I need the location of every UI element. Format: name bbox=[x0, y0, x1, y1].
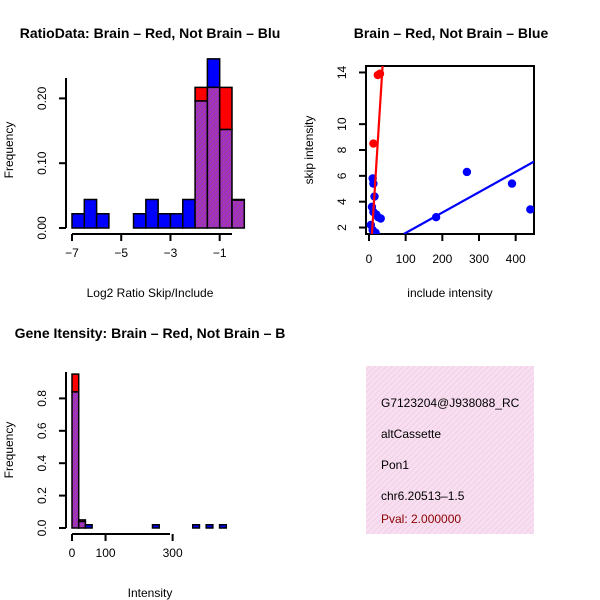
info-location: chr6.20513–1.5 bbox=[381, 489, 465, 503]
intensity-histogram-y-tick-label: 0.2 bbox=[35, 487, 49, 504]
intensity-histogram-panel: Gene Itensity: Brain – Red, Not Brain – … bbox=[2, 325, 285, 600]
info-event-type: altCassette bbox=[381, 427, 441, 441]
ratio-histogram-bar bbox=[169, 212, 184, 229]
intensity-histogram-y-tick-label: 0.0 bbox=[35, 519, 49, 536]
scatter-fit-line-not-brain bbox=[403, 160, 534, 234]
ratio-histogram-bar bbox=[218, 86, 233, 131]
scatter-y-ticks: 2 4 6 8 10 14 bbox=[335, 65, 366, 231]
intensity-histogram-bar-overlap bbox=[77, 520, 87, 529]
scatter-y-tick-label: 8 bbox=[335, 146, 349, 153]
info-panel: G7123204@J938088_RC altCassette Pon1 chr… bbox=[366, 366, 534, 534]
ratio-histogram-y-label: Frequency bbox=[2, 122, 16, 179]
ratio-histogram-bar bbox=[145, 198, 159, 229]
intensity-histogram-bar bbox=[71, 373, 80, 393]
ratio-histogram-bar bbox=[206, 58, 221, 89]
ratio-histogram-y-ticks: 0.00 0.10 0.20 bbox=[35, 86, 66, 240]
scatter-x-tick-label: 100 bbox=[396, 252, 416, 266]
scatter-plot-area bbox=[366, 66, 534, 234]
ratio-histogram-x-tick-label: −3 bbox=[164, 246, 178, 260]
ratio-histogram-bar bbox=[157, 212, 172, 229]
ratio-histogram-bar bbox=[132, 212, 147, 229]
scatter-x-tick-label: 200 bbox=[432, 252, 452, 266]
scatter-x-label: include intensity bbox=[407, 286, 492, 300]
scatter-point-brain bbox=[369, 139, 378, 148]
ratio-histogram-title: RatioData: Brain – Red, Not Brain – Blu bbox=[20, 25, 281, 41]
ratio-histogram-x-label: Log2 Ratio Skip/Include bbox=[87, 286, 214, 300]
scatter-point-not-brain bbox=[371, 228, 380, 234]
intensity-histogram-x-ticks: 0 100 300 bbox=[69, 534, 183, 560]
intensity-histogram-y-ticks: 0.0 0.2 0.4 0.6 0.8 bbox=[35, 390, 66, 536]
scatter-panel: Brain – Red, Not Brain – Blue 0 100 200 300… bbox=[302, 25, 548, 300]
intensity-histogram-bar-overlap bbox=[71, 391, 80, 529]
ratio-histogram-x-tick-label: −1 bbox=[213, 246, 227, 260]
scatter-point-brain bbox=[375, 69, 385, 78]
ratio-histogram-y-tick-label: 0.10 bbox=[35, 151, 49, 175]
intensity-histogram-bar bbox=[84, 524, 93, 529]
scatter-x-tick-label: 400 bbox=[506, 252, 526, 266]
ratio-histogram-y-tick-label: 0.00 bbox=[35, 216, 49, 240]
ratio-histogram-bars bbox=[71, 58, 246, 229]
scatter-point-not-brain bbox=[376, 214, 385, 223]
scatter-title: Brain – Red, Not Brain – Blue bbox=[354, 25, 549, 41]
scatter-point-not-brain bbox=[507, 179, 517, 188]
ratio-histogram-bar-overlap bbox=[218, 128, 233, 229]
intensity-histogram-title: Gene Itensity: Brain – Red, Not Brain – … bbox=[15, 325, 286, 341]
ratio-histogram-y-tick-label: 0.20 bbox=[35, 86, 49, 110]
ratio-histogram-bar bbox=[182, 198, 196, 229]
scatter-marks bbox=[366, 66, 534, 234]
ratio-histogram-bar bbox=[194, 86, 209, 102]
scatter-point-not-brain bbox=[462, 167, 472, 177]
ratio-histogram-bar-overlap bbox=[194, 100, 209, 229]
intensity-histogram-y-label: Frequency bbox=[2, 422, 16, 479]
info-pval: Pval: 2.000000 bbox=[381, 512, 461, 526]
intensity-histogram-y-tick-label: 0.4 bbox=[35, 455, 49, 472]
scatter-y-label: skip intensity bbox=[302, 116, 316, 185]
scatter-x-tick-label: 0 bbox=[366, 252, 373, 266]
scatter-y-tick-label: 6 bbox=[335, 172, 349, 179]
ratio-histogram-bar-overlap bbox=[231, 199, 246, 229]
scatter-y-tick-label: 2 bbox=[335, 224, 349, 231]
info-panel-background bbox=[366, 366, 534, 534]
ratio-histogram-bar bbox=[95, 212, 110, 229]
intensity-histogram-x-tick-label: 0 bbox=[69, 546, 76, 560]
scatter-y-tick-label: 14 bbox=[335, 65, 349, 79]
ratio-histogram-x-tick-label: −7 bbox=[65, 246, 79, 260]
scatter-y-tick-label: 4 bbox=[335, 198, 349, 205]
info-probe-id: G7123204@J938088_RC bbox=[381, 396, 520, 410]
intensity-histogram-bars bbox=[71, 373, 228, 529]
intensity-histogram-bar bbox=[192, 524, 201, 529]
scatter-y-tick-label: 10 bbox=[335, 117, 349, 131]
ratio-histogram-bar bbox=[83, 198, 98, 229]
info-gene: Pon1 bbox=[381, 458, 409, 472]
intensity-histogram-bar bbox=[151, 524, 160, 529]
ratio-histogram-bar-overlap bbox=[206, 86, 221, 229]
intensity-histogram-bar bbox=[218, 524, 228, 529]
scatter-x-tick-label: 300 bbox=[469, 252, 489, 266]
intensity-histogram-x-tick-label: 300 bbox=[163, 546, 183, 560]
ratio-histogram-x-ticks: −7 −5 −3 −1 bbox=[65, 234, 227, 260]
intensity-histogram-y-tick-label: 0.8 bbox=[35, 390, 49, 407]
ratio-histogram-panel: RatioData: Brain – Red, Not Brain – Blu … bbox=[2, 25, 280, 300]
scatter-point-not-brain bbox=[431, 213, 441, 222]
scatter-fit-line-brain bbox=[370, 66, 384, 234]
intensity-histogram-bar bbox=[205, 524, 214, 529]
ratio-histogram-bar bbox=[71, 212, 86, 229]
intensity-histogram-x-tick-label: 100 bbox=[96, 546, 116, 560]
scatter-point-not-brain bbox=[526, 205, 534, 214]
ratio-histogram-x-tick-label: −5 bbox=[114, 246, 128, 260]
scatter-x-ticks: 0 100 200 300 400 bbox=[366, 234, 526, 266]
intensity-histogram-y-tick-label: 0.6 bbox=[35, 422, 49, 439]
intensity-histogram-x-label: Intensity bbox=[128, 586, 173, 600]
